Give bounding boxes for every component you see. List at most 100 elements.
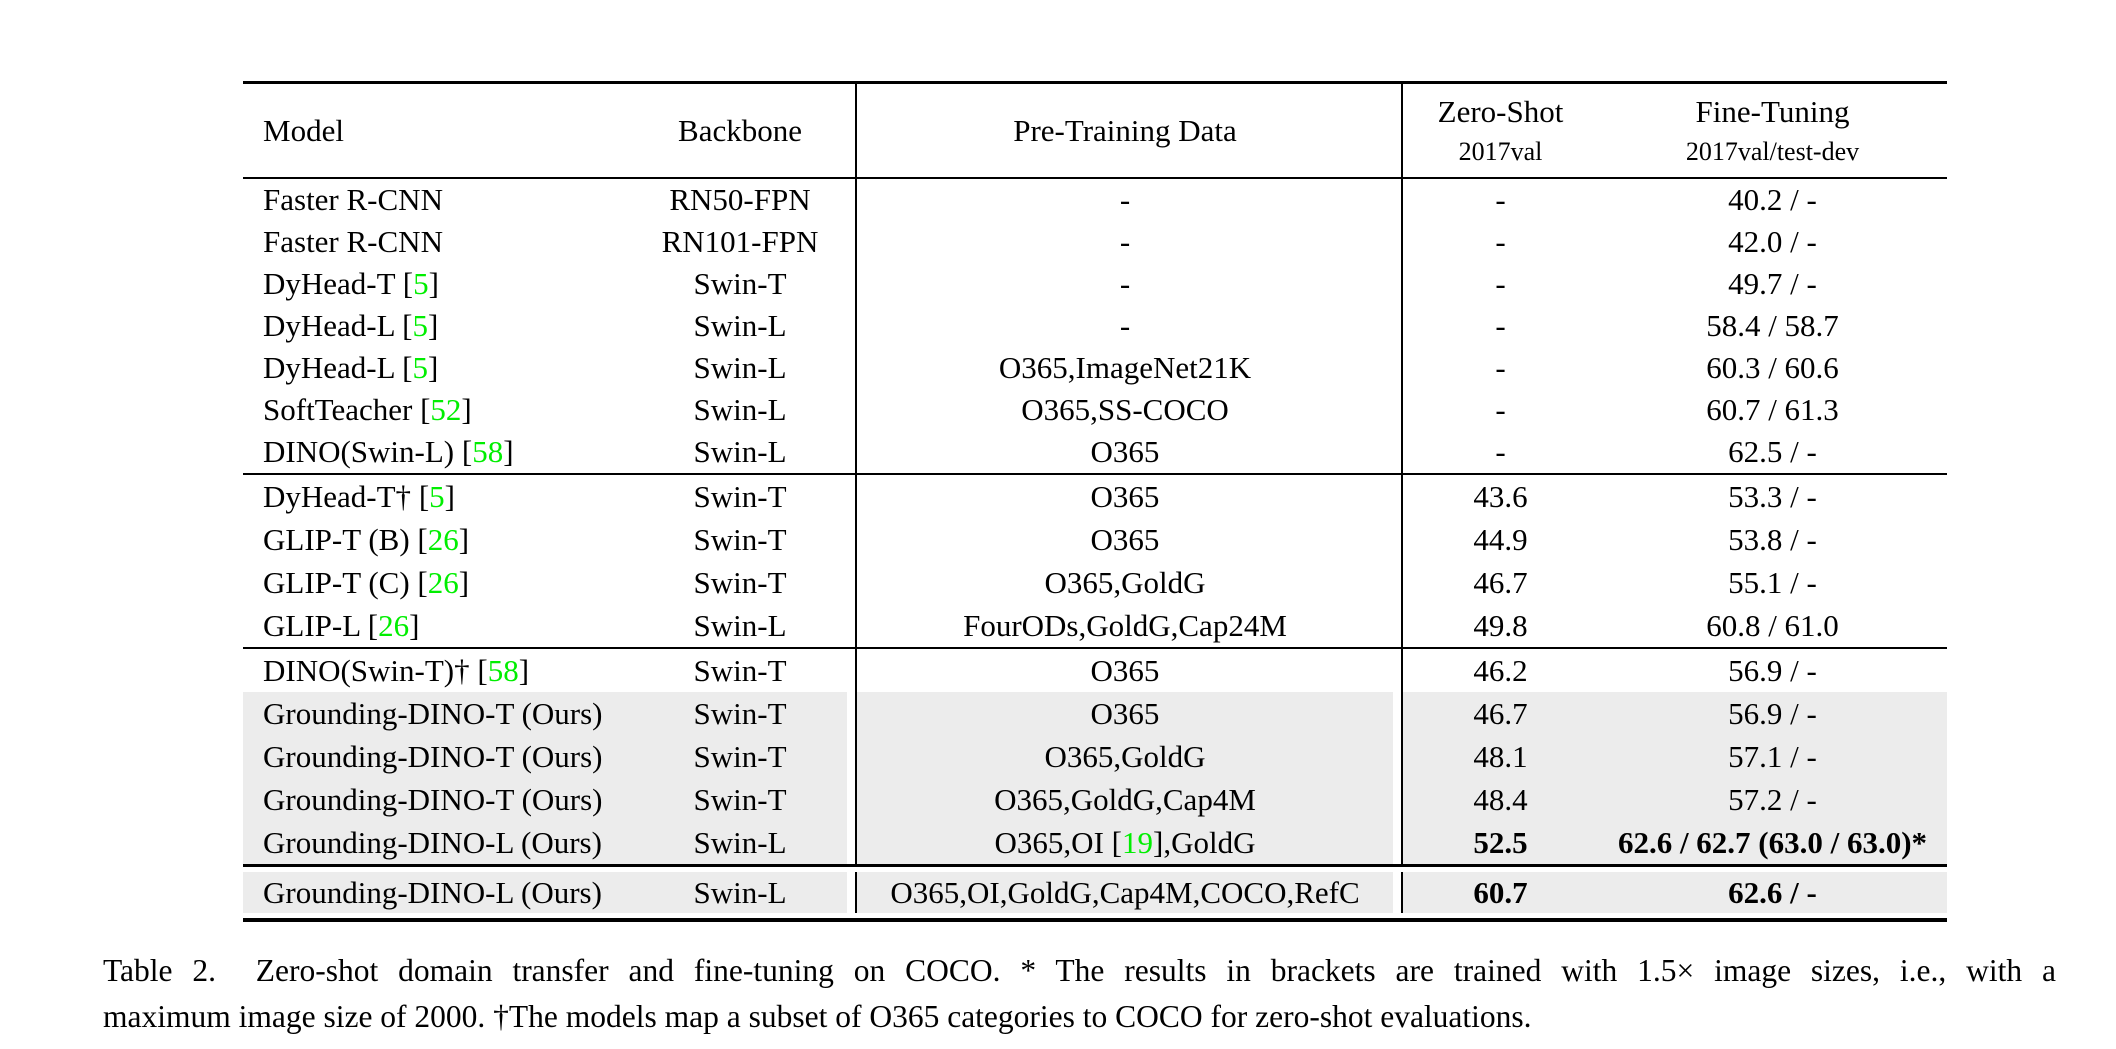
model-label: Grounding-DINO-T (Ours) xyxy=(263,781,603,817)
backbone-cell: Swin-L xyxy=(693,434,787,469)
finetune-cell: 56.9 / - xyxy=(1728,652,1817,688)
table-row: DINO(Swin-T)† [58] Swin-T O365 46.2 56.9 /… xyxy=(243,649,1947,692)
backbone-cell: Swin-L xyxy=(693,350,787,385)
column-divider xyxy=(1393,475,1403,518)
finetune-cell: 60.7 / 61.3 xyxy=(1706,392,1839,427)
caption-line-2: maximum image size of 2000. †The models … xyxy=(103,999,1532,1034)
column-divider xyxy=(847,179,857,221)
citation-bracket: ] xyxy=(458,521,470,557)
zeroshot-cell: 43.6 xyxy=(1473,478,1528,514)
pretrain-cell: O365,GoldG,Cap4M xyxy=(994,781,1256,817)
header-segment-right: Zero-Shot 2017val Fine-Tuning 2017val/te… xyxy=(1403,84,1947,177)
citation-bracket: ] xyxy=(1152,824,1164,860)
finetune-cell: 58.4 / 58.7 xyxy=(1706,308,1839,343)
finetune-cell: 40.2 / - xyxy=(1728,182,1817,217)
model-cell: Faster R-CNN xyxy=(243,224,633,260)
table-row: Faster R-CNN RN101-FPN - - 42.0 / - xyxy=(243,221,1947,263)
header-backbone: Backbone xyxy=(678,112,802,148)
pretrain-cell: O365 xyxy=(1090,652,1160,688)
model-label: SoftTeacher xyxy=(263,392,421,427)
column-divider xyxy=(847,518,857,561)
table-row: GLIP-T (C) [26] Swin-T O365,GoldG 46.7 55.… xyxy=(243,561,1947,604)
pretrain-cell: O365,OI [19],GoldG xyxy=(857,825,1393,861)
pretrain-cell: FourODs,GoldG,Cap24M xyxy=(963,607,1287,643)
header-pretrain: Pre-Training Data xyxy=(1013,112,1237,148)
citation-bracket: [ xyxy=(461,434,473,469)
column-divider xyxy=(1393,263,1403,305)
table-row-highlighted: Grounding-DINO-T (Ours) Swin-T O365,GoldG… xyxy=(243,778,1947,821)
zeroshot-cell: - xyxy=(1495,392,1506,427)
backbone-cell: Swin-L xyxy=(693,874,787,910)
header-finetune: Fine-Tuning 2017val/test-dev xyxy=(1598,84,1947,177)
citation-bracket: [ xyxy=(420,392,431,427)
model-cell: DyHead-L [5] xyxy=(243,350,633,386)
column-divider xyxy=(847,778,857,821)
finetune-cell: 62.5 / - xyxy=(1728,434,1817,469)
backbone-cell: Swin-L xyxy=(693,392,787,427)
model-label: Grounding-DINO-L (Ours) xyxy=(263,824,602,860)
caption-line-1: Table 2. Zero-shot domain transfer and f… xyxy=(103,953,2056,988)
model-label: DyHead-L xyxy=(263,350,403,385)
citation-ref: 26 xyxy=(427,564,459,600)
model-label: DyHead-T† xyxy=(263,478,419,514)
pretrain-cell: O365,SS-COCO xyxy=(1021,392,1229,427)
pretrain-cell: O365,OI,GoldG,Cap4M,COCO,RefC xyxy=(890,874,1360,910)
model-label: GLIP-T (C) xyxy=(263,564,418,600)
citation-ref: 19 xyxy=(1121,824,1153,860)
pretrain-cell: - xyxy=(1119,224,1131,259)
header-segment-middle: Pre-Training Data xyxy=(857,84,1393,177)
zeroshot-cell: - xyxy=(1495,266,1506,301)
column-divider xyxy=(847,221,857,263)
citation-bracket: ] xyxy=(518,652,530,688)
finetune-cell: 57.1 / - xyxy=(1728,738,1817,774)
column-divider xyxy=(847,263,857,305)
column-divider xyxy=(847,735,857,778)
header-finetune-sub: 2017val/test-dev xyxy=(1685,137,1860,166)
table-bottom-rule xyxy=(243,918,1947,922)
column-divider xyxy=(1393,221,1403,263)
column-divider xyxy=(847,821,857,864)
model-label: Grounding-DINO-L (Ours) xyxy=(263,874,602,910)
zeroshot-cell: - xyxy=(1495,350,1506,385)
backbone-cell: RN50-FPN xyxy=(669,182,811,217)
table-row-highlighted: Grounding-DINO-T (Ours) Swin-T O365,GoldG… xyxy=(243,735,1947,778)
finetune-cell: 49.7 / - xyxy=(1728,266,1817,301)
header-zeroshot-label: Zero-Shot xyxy=(1437,94,1564,129)
model-cell: GLIP-T (C) [26] xyxy=(243,565,633,601)
pretrain-cell: O365,GoldG xyxy=(1044,564,1206,600)
column-divider xyxy=(847,604,857,647)
finetune-cell: 57.2 / - xyxy=(1728,781,1817,817)
backbone-cell: Swin-T xyxy=(693,695,787,731)
column-divider xyxy=(847,305,857,347)
table-row: Faster R-CNN RN50-FPN - - 40.2 / - xyxy=(243,179,1947,221)
zeroshot-cell: - xyxy=(1495,434,1506,469)
column-divider xyxy=(847,84,857,177)
zeroshot-cell: 48.4 xyxy=(1473,781,1528,817)
column-divider xyxy=(1393,84,1403,177)
model-label: DINO(Swin-T)† xyxy=(263,652,478,688)
citation-ref: 5 xyxy=(412,308,428,343)
zeroshot-cell: 60.7 xyxy=(1473,874,1528,910)
column-divider xyxy=(847,872,857,913)
zeroshot-cell: - xyxy=(1495,308,1506,343)
model-label: Faster R-CNN xyxy=(263,182,443,217)
column-divider xyxy=(1393,821,1403,864)
finetune-cell: 55.1 / - xyxy=(1728,564,1817,600)
table-group-3: DINO(Swin-T)† [58] Swin-T O365 46.2 56.9 /… xyxy=(243,649,1947,864)
table-row: SoftTeacher [52] Swin-L O365,SS-COCO - 60.… xyxy=(243,389,1947,431)
table-row-highlighted: Grounding-DINO-T (Ours) Swin-T O365 46.7 5… xyxy=(243,692,1947,735)
model-cell: Faster R-CNN xyxy=(243,182,633,218)
citation-bracket: ] xyxy=(427,308,439,343)
table-rule xyxy=(243,864,1947,867)
table-row-highlighted: Grounding-DINO-L (Ours) Swin-L O365,OI [1… xyxy=(243,821,1947,864)
pretrain-cell: O365 xyxy=(1090,695,1160,731)
model-cell: DyHead-L [5] xyxy=(243,308,633,344)
model-cell: DINO(Swin-T)† [58] xyxy=(243,653,633,689)
finetune-cell: 53.8 / - xyxy=(1728,521,1817,557)
model-cell: Grounding-DINO-L (Ours) xyxy=(243,875,633,911)
model-cell: Grounding-DINO-L (Ours) xyxy=(243,825,633,861)
finetune-cell: 53.3 / - xyxy=(1728,478,1817,514)
column-divider xyxy=(1393,179,1403,221)
backbone-cell: RN101-FPN xyxy=(661,224,819,259)
